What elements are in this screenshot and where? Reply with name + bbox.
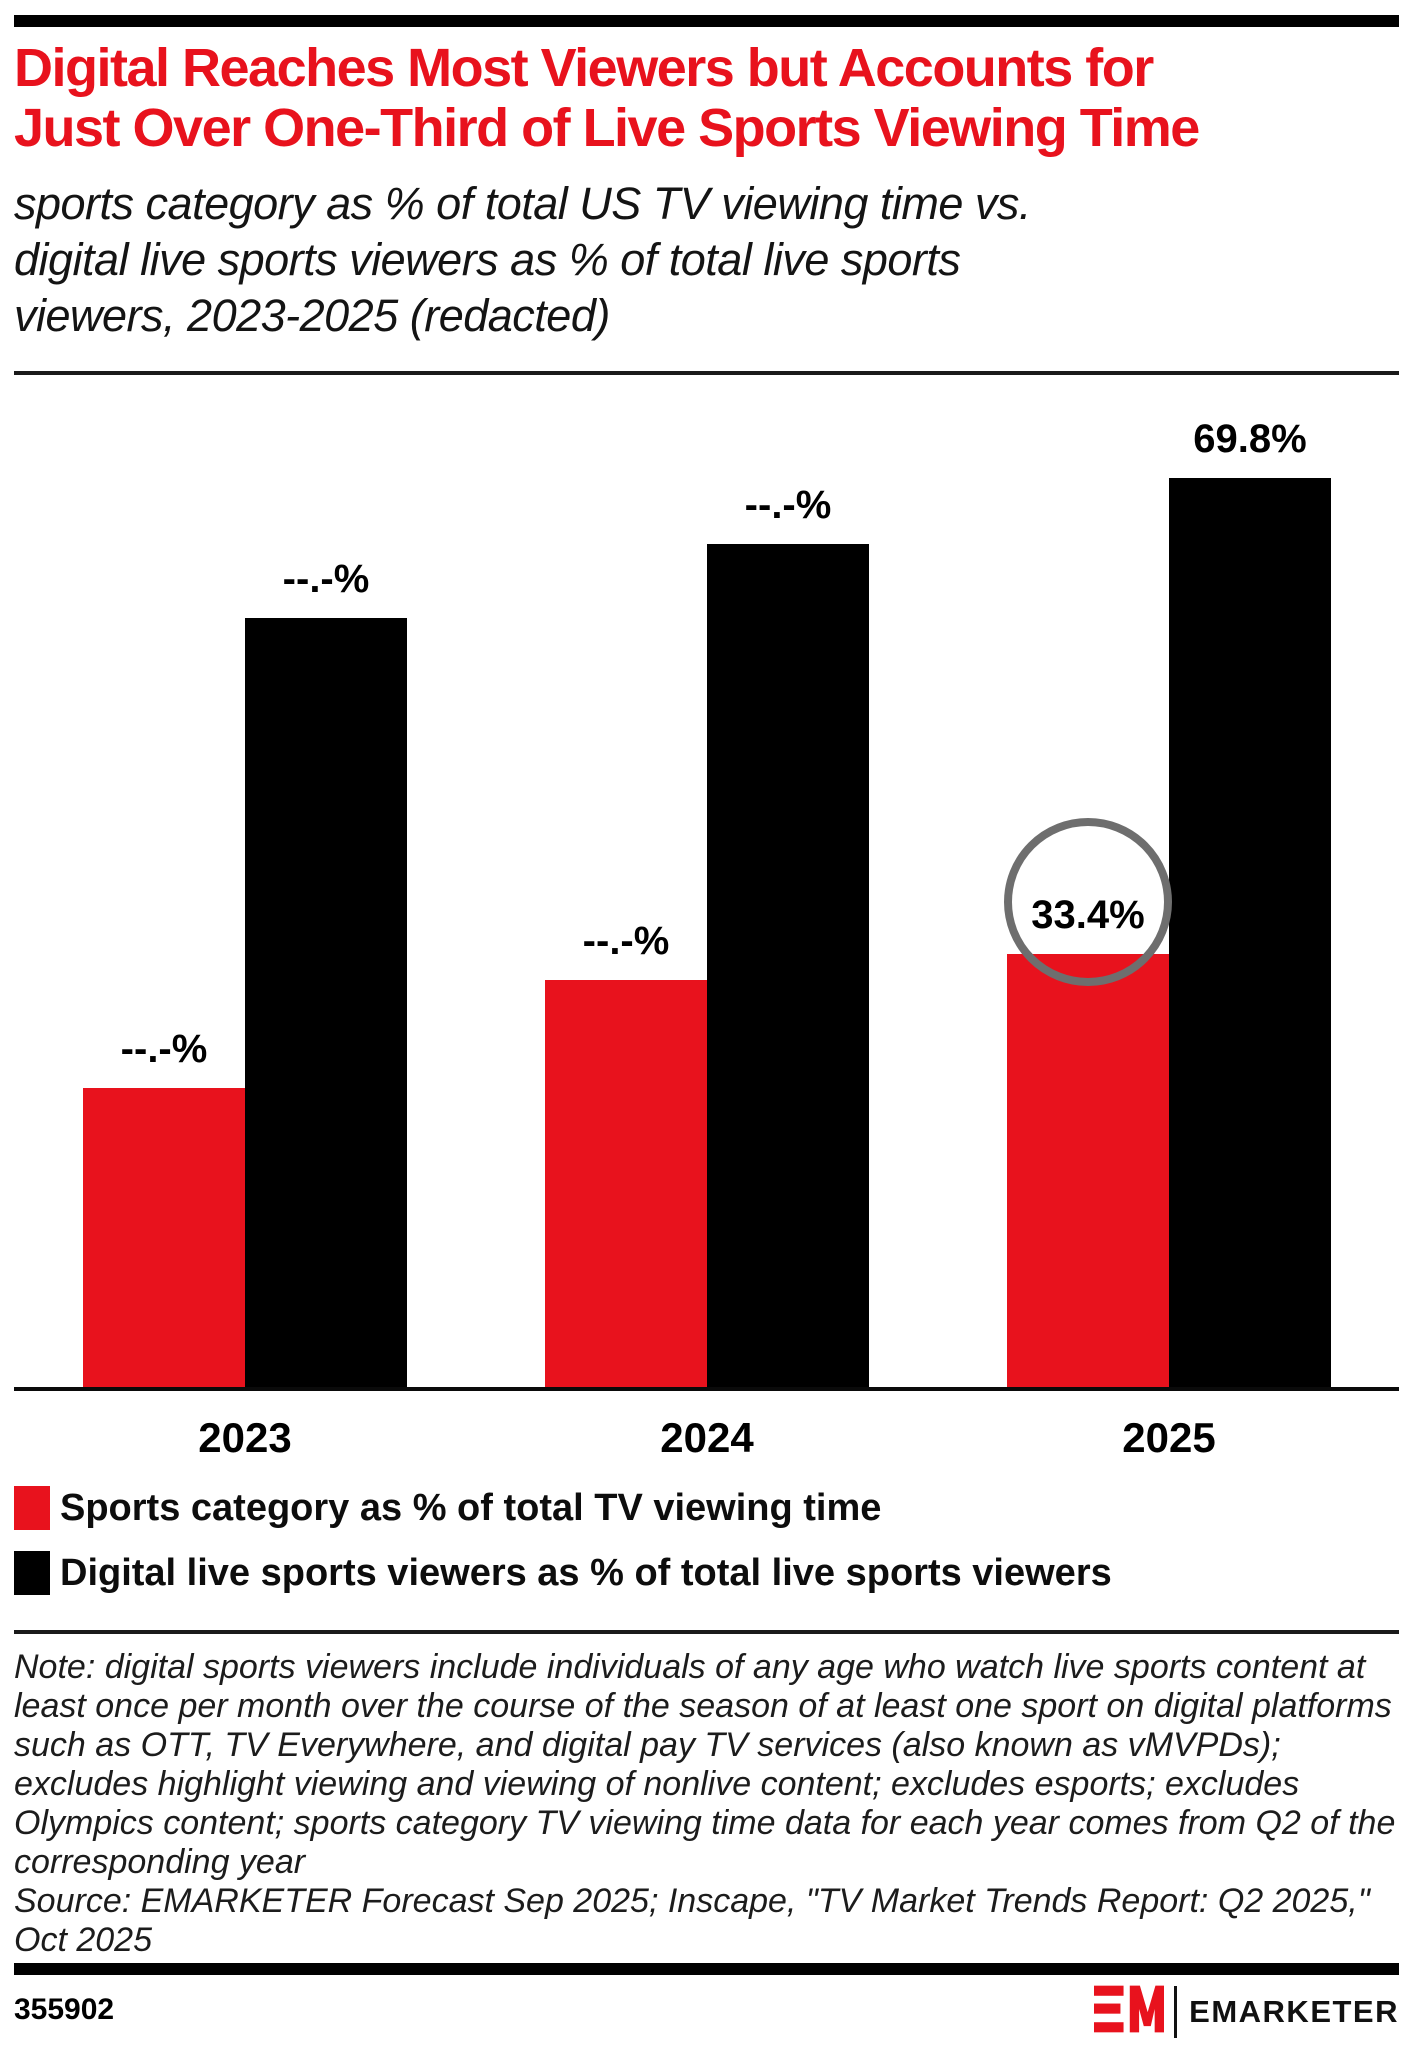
note-divider xyxy=(14,1630,1399,1634)
value-label-2025-digital: 69.8% xyxy=(1193,417,1307,461)
subtitle-line-2: digital live sports viewers as % of tota… xyxy=(14,234,961,285)
value-label-2024-sports: --.-% xyxy=(582,919,670,963)
x-tick-2024: 2024 xyxy=(660,1414,754,1461)
title-line-2: Just Over One-Third of Live Sports Viewi… xyxy=(14,98,1200,158)
note-block: Note: digital sports viewers include ind… xyxy=(14,1648,1406,1960)
source-text: Source: EMARKETER Forecast Sep 2025; Ins… xyxy=(14,1882,1370,1959)
bar-2024-sports-red xyxy=(545,980,707,1390)
bar-2025-digital-black xyxy=(1169,478,1331,1390)
x-tick-2025: 2025 xyxy=(1122,1414,1216,1461)
legend-item-digital: Digital live sports viewers as % of tota… xyxy=(14,1551,1112,1595)
top-rule xyxy=(14,15,1399,27)
value-label-2024-digital: --.-% xyxy=(744,483,832,527)
logo-separator xyxy=(1174,1985,1178,2038)
bar-2023-sports-red xyxy=(83,1088,245,1390)
legend-swatch-red xyxy=(14,1486,50,1530)
legend-label-sports: Sports category as % of total TV viewing… xyxy=(60,1487,882,1529)
bar-2025-sports-red xyxy=(1007,954,1169,1390)
bar-2024-digital-black xyxy=(707,544,869,1390)
subtitle-line-1: sports category as % of total US TV view… xyxy=(14,178,1031,229)
value-label-2025-sports: 33.4% xyxy=(1031,893,1145,937)
page-subtitle: sports category as % of total US TV view… xyxy=(14,176,1406,344)
legend-item-sports: Sports category as % of total TV viewing… xyxy=(14,1486,881,1530)
bar-2023-digital-black xyxy=(245,618,407,1390)
page-title: Digital Reaches Most Viewers but Account… xyxy=(14,38,1406,158)
header-divider xyxy=(14,371,1399,375)
x-axis-baseline xyxy=(14,1387,1399,1391)
logo-wordmark: EMARKETER xyxy=(1189,1993,1399,2029)
subtitle-line-3: viewers, 2023-2025 (redacted) xyxy=(14,290,610,341)
highlight-circle-annotation xyxy=(1004,818,1172,986)
emarketer-logo-icon xyxy=(1094,1985,1165,2038)
bottom-rule xyxy=(14,1963,1399,1975)
value-label-2023-sports: --.-% xyxy=(120,1027,208,1071)
emarketer-logo: EMARKETER xyxy=(1094,1985,1399,2038)
title-line-1: Digital Reaches Most Viewers but Account… xyxy=(14,38,1154,98)
legend-label-digital: Digital live sports viewers as % of tota… xyxy=(60,1552,1112,1594)
note-text: Note: digital sports viewers include ind… xyxy=(14,1648,1396,1881)
legend-swatch-black xyxy=(14,1551,50,1595)
chart-id: 355902 xyxy=(14,1993,115,2026)
value-label-2023-digital: --.-% xyxy=(282,557,370,601)
x-tick-2023: 2023 xyxy=(198,1414,292,1461)
